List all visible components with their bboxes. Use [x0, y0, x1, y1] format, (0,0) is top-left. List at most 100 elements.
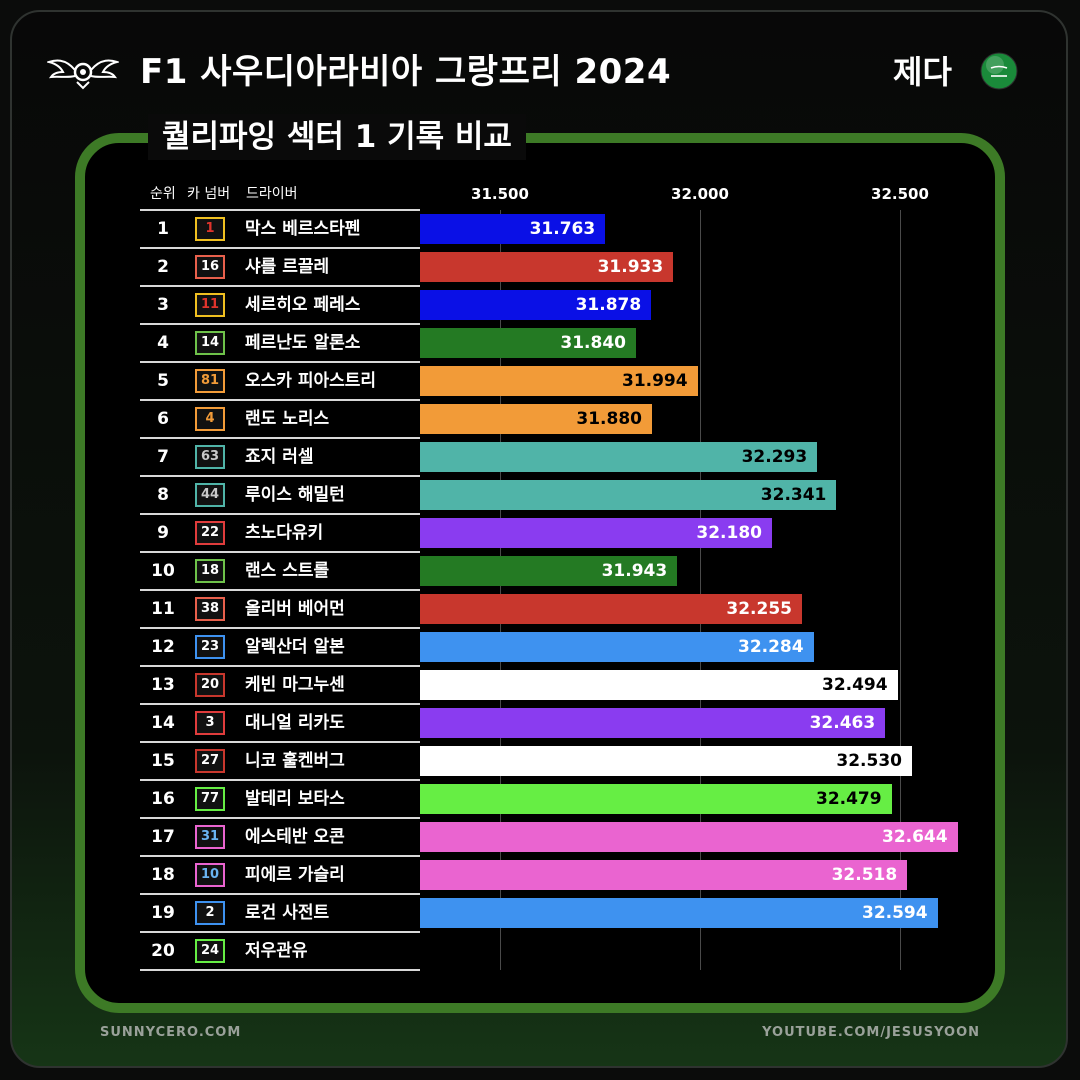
car-number-badge: 11 [195, 293, 225, 317]
rank-cell: 19 [151, 903, 175, 923]
row-separator [140, 893, 420, 895]
bar: 32.494 [420, 670, 898, 700]
rank-cell: 8 [157, 485, 169, 505]
table-row: 19 2 로건 사전트 [140, 894, 420, 932]
footer-website: SUNNYCERO.COM [100, 1025, 242, 1040]
bar: 32.530 [420, 746, 912, 776]
bar-value-label: 31.878 [575, 295, 642, 315]
driver-name: 오스카 피아스트리 [245, 371, 377, 391]
car-number-badge: 24 [195, 939, 225, 963]
bar: 31.933 [420, 252, 674, 282]
driver-name: 랜스 스트롤 [245, 561, 330, 581]
driver-name: 샤를 르끌레 [245, 257, 330, 277]
driver-name: 저우관유 [245, 941, 308, 961]
row-separator [140, 665, 420, 667]
row-separator [140, 209, 420, 211]
rank-cell: 7 [157, 447, 169, 467]
bar-value-label: 32.518 [831, 865, 898, 885]
rank-cell: 11 [151, 599, 175, 619]
x-tick-label: 32.000 [671, 185, 729, 203]
bar: 31.840 [420, 328, 636, 358]
bar-value-label: 32.463 [809, 713, 876, 733]
bar-value-label: 32.255 [726, 599, 792, 619]
driver-name: 알렉산더 알본 [245, 637, 345, 657]
car-number-badge: 4 [195, 407, 225, 431]
row-separator [140, 475, 420, 477]
rank-cell: 16 [151, 789, 175, 809]
bar-value-label: 32.180 [696, 523, 762, 543]
rank-cell: 5 [157, 371, 169, 391]
row-separator [140, 969, 420, 971]
table-row: 17 31 에스테반 오콘 [140, 818, 420, 856]
driver-name: 올리버 베어먼 [245, 599, 345, 619]
car-number-badge: 1 [195, 217, 225, 241]
row-separator [140, 285, 420, 287]
driver-name: 로건 사전트 [245, 903, 330, 923]
table-row: 10 18 랜스 스트롤 [140, 552, 420, 590]
bar-value-label: 32.644 [881, 827, 948, 847]
row-separator [140, 817, 420, 819]
rank-cell: 12 [151, 637, 175, 657]
car-number-badge: 81 [195, 369, 225, 393]
car-number-badge: 44 [195, 483, 225, 507]
column-header-driver: 드라이버 [246, 186, 298, 202]
bar-value-label: 32.594 [861, 903, 928, 923]
bar: 32.255 [420, 594, 802, 624]
bar: 31.763 [420, 214, 606, 244]
driver-name: 니코 훌켄버그 [245, 751, 345, 771]
table-row: 18 10 피에르 가슬리 [140, 856, 420, 894]
column-header-rank: 순위 [150, 186, 176, 202]
table-row: 13 20 케빈 마그누센 [140, 666, 420, 704]
rank-cell: 9 [157, 523, 169, 543]
table-row: 9 22 츠노다유키 [140, 514, 420, 552]
driver-name: 막스 베르스타펜 [245, 219, 361, 239]
table-row: 15 27 니코 훌켄버그 [140, 742, 420, 780]
bar: 32.284 [420, 632, 814, 662]
rank-cell: 13 [151, 675, 175, 695]
driver-name: 죠지 러셀 [245, 447, 314, 467]
driver-name: 랜도 노리스 [245, 409, 330, 429]
bar: 32.594 [420, 898, 938, 928]
bar-value-label: 31.840 [560, 333, 626, 353]
bar: 32.341 [420, 480, 837, 510]
row-separator [140, 399, 420, 401]
bar-value-label: 32.479 [815, 789, 882, 809]
bar-value-label: 32.530 [836, 751, 902, 771]
rank-cell: 10 [151, 561, 175, 581]
row-separator [140, 513, 420, 515]
rank-cell: 17 [151, 827, 175, 847]
table-row: 20 24 저우관유 [140, 932, 420, 970]
row-separator [140, 779, 420, 781]
bar: 32.644 [420, 822, 958, 852]
rank-cell: 18 [151, 865, 175, 885]
bar: 31.994 [420, 366, 698, 396]
car-number-badge: 23 [195, 635, 225, 659]
driver-name: 피에르 가슬리 [245, 865, 345, 885]
car-number-badge: 22 [195, 521, 225, 545]
bar: 32.479 [420, 784, 892, 814]
car-number-badge: 10 [195, 863, 225, 887]
driver-name: 대니얼 리카도 [245, 713, 345, 733]
car-number-badge: 27 [195, 749, 225, 773]
row-separator [140, 931, 420, 933]
driver-name: 케빈 마그누센 [245, 675, 345, 695]
bar-value-label: 32.494 [821, 675, 888, 695]
gridline [700, 210, 701, 970]
row-separator [140, 323, 420, 325]
bar-value-label: 31.763 [529, 219, 596, 239]
location-label: 제다 [893, 53, 952, 91]
chart-subtitle: 퀄리파잉 섹터 1 기록 비교 [148, 114, 526, 160]
rank-cell: 20 [151, 941, 175, 961]
table-row: 5 81 오스카 피아스트리 [140, 362, 420, 400]
row-separator [140, 589, 420, 591]
row-separator [140, 551, 420, 553]
rank-cell: 4 [157, 333, 169, 353]
bar-value-label: 31.933 [597, 257, 664, 277]
table-row: 14 3 대니얼 리카도 [140, 704, 420, 742]
car-number-badge: 38 [195, 597, 225, 621]
row-separator [140, 627, 420, 629]
bar: 32.518 [420, 860, 908, 890]
bar-value-label: 32.341 [760, 485, 827, 505]
driver-name: 세르히오 페레스 [245, 295, 361, 315]
driver-name: 츠노다유키 [245, 523, 324, 543]
